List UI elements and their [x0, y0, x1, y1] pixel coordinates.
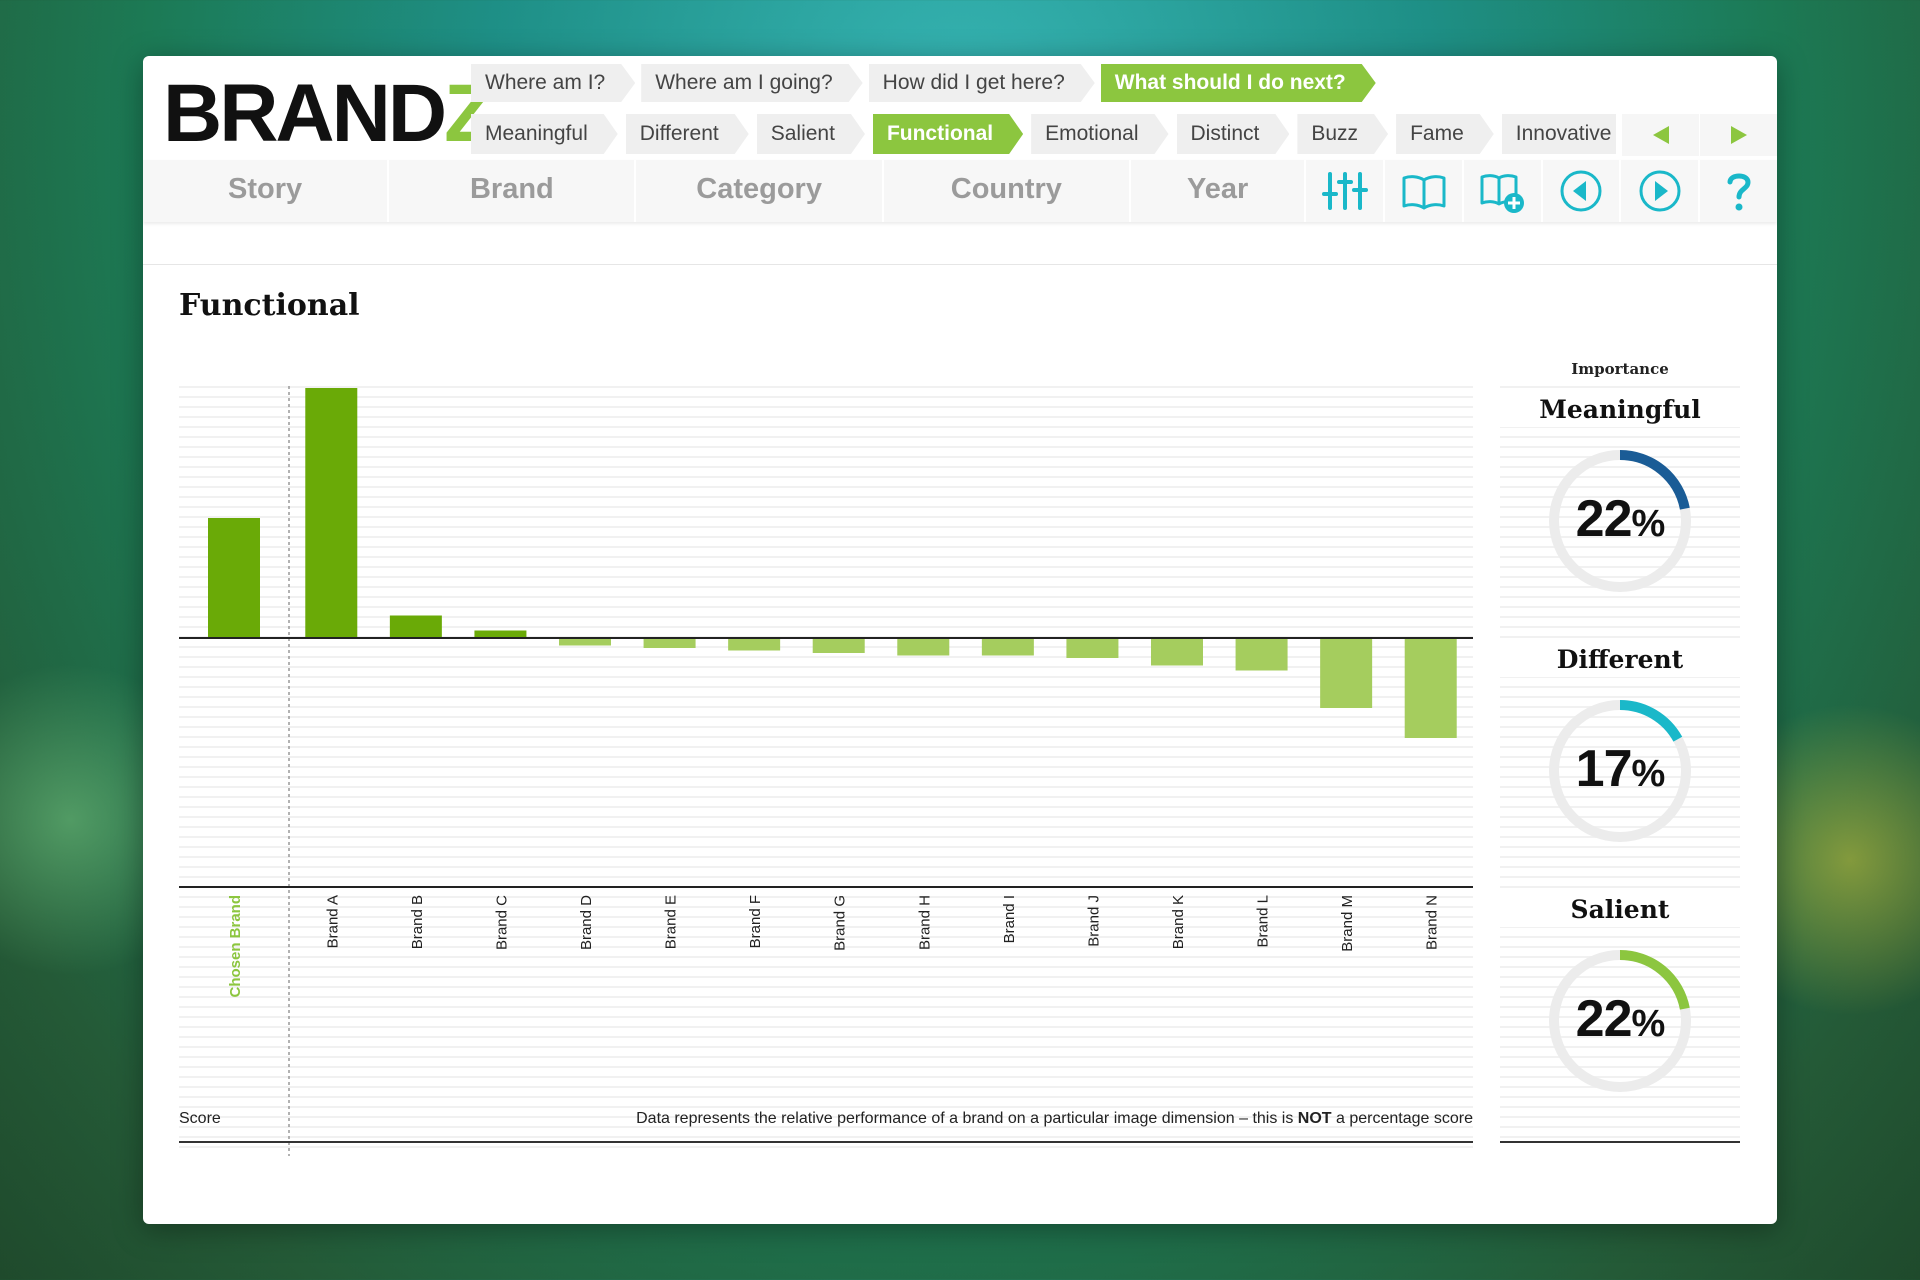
x-tick-label: Brand C: [493, 895, 510, 950]
bar-brand-b[interactable]: [389, 615, 442, 639]
dimension-scroll: [1621, 114, 1777, 156]
brandz-logo: BRANDZ: [163, 68, 494, 159]
gauge-arc: [1619, 950, 1690, 1010]
question-tab-how-did-i-get-here[interactable]: How did I get here?: [869, 64, 1095, 102]
x-tick-label: Brand L: [1255, 895, 1272, 948]
help-icon: [1727, 173, 1751, 211]
importance-heading: Importance: [1571, 360, 1669, 378]
nav-tab-category[interactable]: Category: [636, 160, 884, 222]
dimension-tab-meaningful[interactable]: Meaningful: [471, 114, 618, 154]
question-tab-where-am-i[interactable]: Where am I?: [471, 64, 635, 102]
next-icon: [1639, 170, 1681, 212]
importance-value: 17%: [1575, 740, 1666, 798]
bar-brand-e[interactable]: [643, 638, 696, 648]
functional-chart: Chosen Brand Brand A Brand B Brand C Brand D…: [179, 386, 1473, 1156]
importance-value: 22%: [1575, 490, 1666, 548]
filter-button[interactable]: [1306, 160, 1386, 222]
bar-brand-g[interactable]: [812, 638, 865, 653]
help-button[interactable]: [1700, 160, 1777, 222]
importance-bottom-rule: [1500, 1141, 1740, 1143]
filter-sliders-icon: [1321, 172, 1368, 210]
x-tick-label: Brand G: [832, 895, 849, 951]
bar-brand-j[interactable]: [1066, 638, 1119, 658]
dimension-tab-different[interactable]: Different: [626, 114, 749, 154]
bar-chart: Chosen Brand Brand A Brand B Brand C Brand D…: [179, 386, 1473, 1156]
bar-brand-n[interactable]: [1404, 638, 1457, 738]
question-tab-what-next[interactable]: What should I do next?: [1101, 64, 1376, 102]
bar-brand-f[interactable]: [728, 638, 781, 651]
bar-brand-l[interactable]: [1235, 638, 1288, 671]
importance-gauge: 22%: [1540, 941, 1700, 1101]
bar-brand-k[interactable]: [1151, 638, 1203, 666]
dimension-tab-emotional[interactable]: Emotional: [1031, 114, 1168, 154]
book-icon: [1402, 175, 1446, 210]
importance-label: Different: [1500, 643, 1740, 677]
main-nav: Story Brand Category Country Year: [143, 160, 1777, 222]
page-title: Functional: [179, 288, 360, 323]
bar-brand-m[interactable]: [1320, 638, 1373, 708]
add-to-storybook-button[interactable]: [1464, 160, 1543, 222]
storybook-button[interactable]: [1385, 160, 1464, 222]
arrow-left-icon: [1652, 126, 1669, 144]
dimension-tab-salient[interactable]: Salient: [757, 114, 865, 154]
nav-tab-story[interactable]: Story: [143, 160, 390, 222]
importance-value: 22%: [1575, 990, 1666, 1048]
x-tick-label: Brand I: [1001, 895, 1018, 943]
importance-label: Salient: [1500, 893, 1740, 927]
previous-button[interactable]: [1543, 160, 1622, 222]
next-button[interactable]: [1621, 160, 1701, 222]
nav-tab-brand[interactable]: Brand: [389, 160, 637, 222]
x-tick-label: Brand K: [1170, 895, 1187, 949]
bar-brand-h[interactable]: [897, 638, 950, 656]
dimension-tab-innovative[interactable]: Innovative: [1502, 114, 1616, 154]
bar-brand-d[interactable]: [559, 638, 611, 646]
gauge-arc: [1619, 450, 1690, 510]
importance-gauge: 22%: [1540, 441, 1700, 601]
x-tick-label: Brand H: [916, 895, 933, 950]
arrow-right-icon: [1730, 126, 1747, 144]
chart-footnote: Data represents the relative performance…: [636, 1110, 1473, 1127]
x-tick-label: Brand N: [1424, 895, 1441, 950]
importance-meaningful: Meaningful 22%: [1500, 393, 1740, 601]
x-tick-label: Chosen Brand: [227, 895, 244, 998]
header-divider: [143, 264, 1777, 265]
x-tick-label: Brand B: [409, 895, 426, 949]
dimension-tab-buzz[interactable]: Buzz: [1297, 114, 1388, 154]
book-add-icon: [1480, 174, 1525, 213]
previous-icon: [1560, 170, 1602, 212]
nav-tab-year[interactable]: Year: [1131, 160, 1307, 222]
question-nav: Where am I? Where am I going? How did I …: [471, 64, 1382, 102]
score-label: Score: [179, 1110, 221, 1127]
bar-chosen-brand[interactable]: [208, 518, 260, 638]
x-tick-label: Brand F: [747, 895, 764, 948]
nav-tab-country[interactable]: Country: [884, 160, 1131, 222]
x-tick-label: Brand J: [1085, 895, 1102, 947]
bar-brand-a[interactable]: [305, 388, 358, 638]
dimension-nav: Meaningful Different Salient Functional …: [471, 114, 1616, 156]
scroll-left-button[interactable]: [1621, 114, 1699, 156]
question-tab-where-am-i-going[interactable]: Where am I going?: [641, 64, 862, 102]
chart-background: [179, 386, 1473, 1156]
bar-brand-c[interactable]: [474, 630, 527, 639]
importance-salient: Salient 22%: [1500, 893, 1740, 1101]
x-tick-label: Brand A: [324, 895, 341, 948]
x-tick-label: Brand D: [578, 895, 595, 950]
x-tick-label: Brand E: [663, 895, 680, 949]
bar-brand-i[interactable]: [981, 638, 1034, 656]
x-tick-label: Brand M: [1339, 895, 1356, 952]
chart-bottom-rule: [179, 1141, 1473, 1143]
dimension-tab-distinct[interactable]: Distinct: [1177, 114, 1290, 154]
importance-panel: [1500, 386, 1740, 1156]
importance-label: Meaningful: [1500, 393, 1740, 427]
dimension-tab-functional[interactable]: Functional: [873, 114, 1023, 154]
scroll-right-button[interactable]: [1699, 114, 1777, 156]
importance-different: Different 17%: [1500, 643, 1740, 851]
gauge-arc: [1619, 700, 1683, 742]
importance-gauge: 17%: [1540, 691, 1700, 851]
dimension-tab-fame[interactable]: Fame: [1396, 114, 1494, 154]
